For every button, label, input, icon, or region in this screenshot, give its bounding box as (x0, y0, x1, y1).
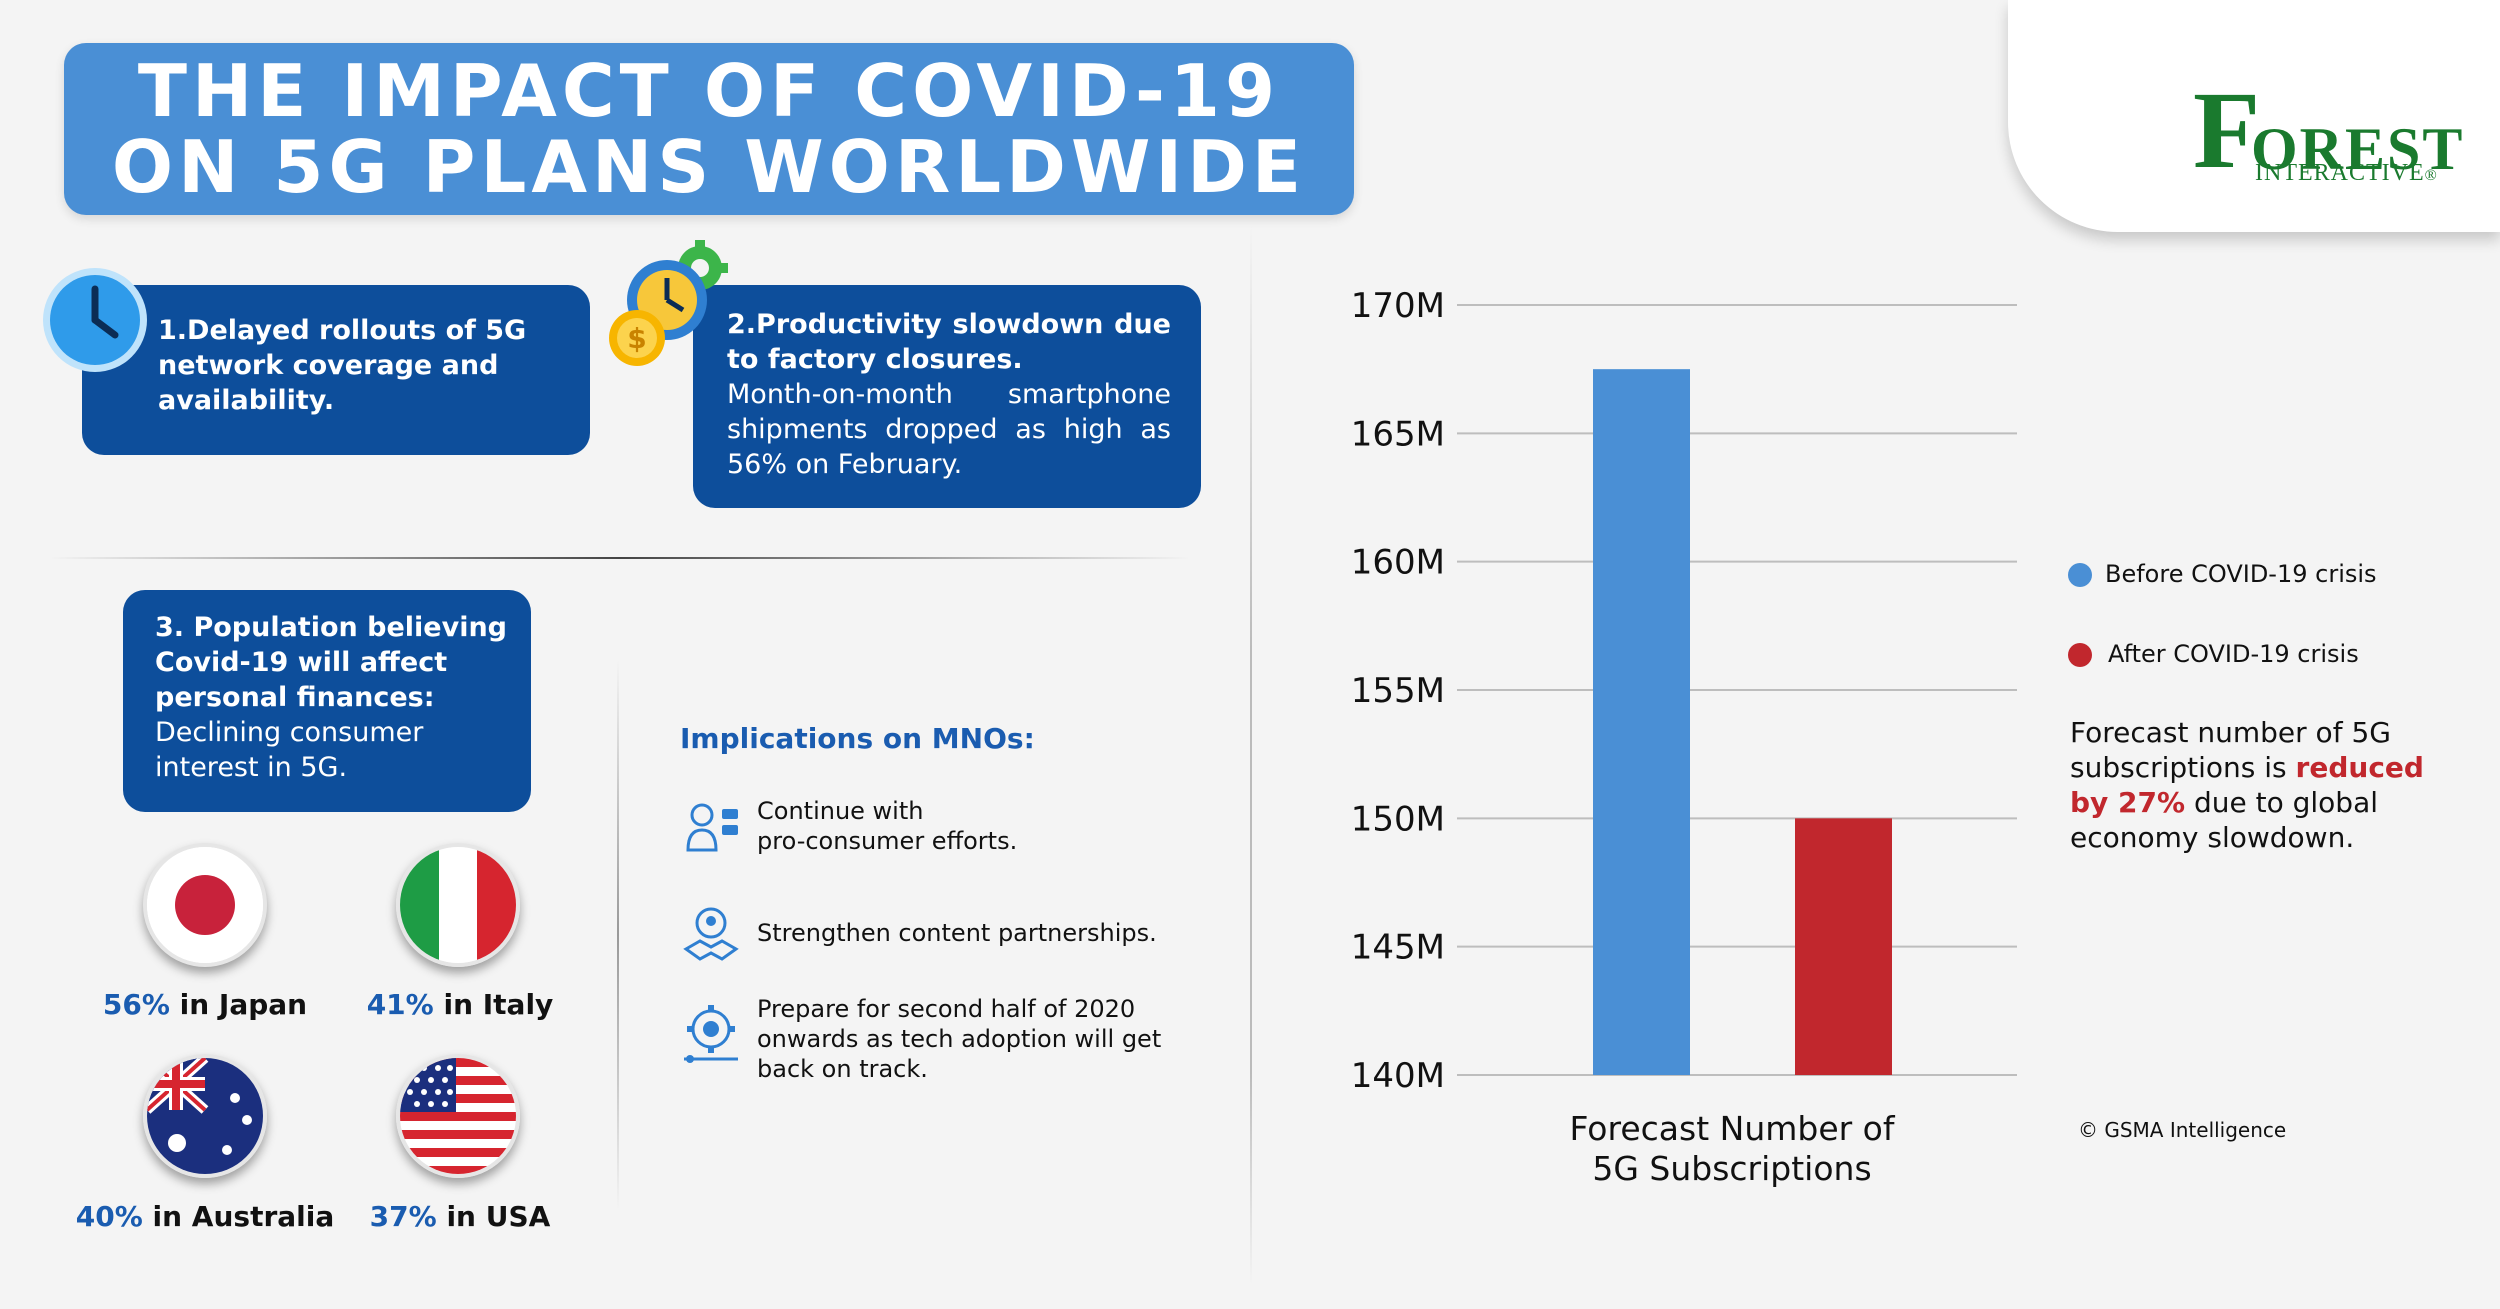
forecast-note: Forecast number of 5G subscriptions is r… (2070, 715, 2450, 855)
logo-rest: OREST (2251, 116, 2465, 182)
usa-flag-icon (396, 1054, 520, 1178)
stat-italy-pct: 41% (366, 988, 434, 1021)
mno-item-1-line2: pro-consumer efforts. (757, 827, 1018, 855)
card3-heading: 3. Population believing Covid-19 will af… (155, 612, 508, 713)
mno-item-1-line1: Continue with (757, 797, 924, 825)
bar-before (1593, 369, 1690, 1076)
forest-interactive-logo: F OREST (2193, 75, 2462, 185)
partnership-icon (683, 907, 739, 961)
y-tick-label-145: 145M (1351, 928, 1445, 968)
italy-flag-icon (396, 843, 520, 967)
y-tick-label-150: 150M (1351, 799, 1445, 839)
mno-title: Implications on MNOs: (680, 722, 1035, 755)
mno-item-2: Strengthen content partnerships. (757, 918, 1157, 948)
legend-before-dot (2068, 563, 2092, 587)
horizontal-divider (50, 557, 1190, 559)
logo-registered-mark: ® (2424, 167, 2438, 184)
y-tick-label-160: 160M (1351, 543, 1445, 583)
logo-card: F OREST INTERACTIVE® (2008, 0, 2500, 232)
stat-australia-pct: 40% (75, 1200, 143, 1233)
subscriptions-bar-chart: 140M 145M 150M 155M 160M 165M 170M Forecast Nu… (1351, 286, 2017, 1188)
title-banner: THE IMPACT OF COVID-19 ON 5G PLANS WORLD… (64, 43, 1354, 215)
mno-item-3-line3: back on track. (757, 1055, 928, 1083)
mno-item-3: Prepare for second half of 2020 onwards … (757, 994, 1161, 1084)
bar-after (1795, 818, 1892, 1075)
legend-after-label: After COVID-19 crisis (2108, 640, 2359, 668)
mno-item-1: Continue with pro-consumer efforts. (757, 796, 1017, 856)
source-credit: © GSMA Intelligence (2078, 1118, 2287, 1142)
chart-grid (1457, 304, 2017, 1076)
legend-after-dot (2068, 643, 2092, 667)
stat-australia: 40% in Australia (70, 1200, 340, 1233)
mno-item-3-line2: onwards as tech adoption will get (757, 1025, 1162, 1053)
card-productivity-slowdown: 2.Productivity slowdown due to factory c… (693, 285, 1201, 508)
stat-usa-label: in USA (436, 1200, 551, 1233)
legend-before-label: Before COVID-19 crisis (2105, 560, 2377, 588)
x-axis-label-line-2: 5G Subscriptions (1592, 1149, 1871, 1188)
card1-heading: 1.Delayed rollouts of 5G network coverag… (158, 315, 527, 416)
stat-usa-pct: 37% (369, 1200, 437, 1233)
tech-gear-icon (684, 1005, 738, 1063)
logo-initial: F (2193, 69, 2261, 191)
card-delayed-rollouts: 1.Delayed rollouts of 5G network coverag… (82, 285, 590, 455)
stat-japan-pct: 56% (102, 988, 170, 1021)
svg-text:$: $ (627, 322, 646, 355)
card2-heading: 2.Productivity slowdown due to factory c… (727, 309, 1171, 375)
stat-italy-label: in Italy (433, 988, 554, 1021)
australia-flag-icon (143, 1054, 267, 1178)
stat-italy: 41% in Italy (325, 988, 595, 1021)
note-part2: due to global economy slowdown. (2070, 786, 2379, 854)
stat-usa: 37% in USA (325, 1200, 595, 1233)
logo-sub-text: INTERACTIVE (2255, 160, 2425, 186)
note-part1: Forecast number of 5G subscriptions is (2070, 716, 2391, 784)
customer-support-icon (686, 803, 738, 852)
card-population-belief: 3. Population believing Covid-19 will af… (123, 590, 531, 812)
mno-item-2-line1: Strengthen content partnerships. (757, 919, 1157, 947)
stat-japan: 56% in Japan (70, 988, 340, 1021)
clock-icon (43, 268, 147, 372)
gears-coin-icon: $ (609, 240, 728, 366)
note-highlight: reduced by 27% (2070, 751, 2424, 819)
japan-flag-icon (143, 843, 267, 967)
card3-body: Declining consumer interest in 5G. (155, 717, 424, 783)
x-axis-label-line-1: Forecast Number of (1570, 1109, 1896, 1148)
y-tick-label-170: 170M (1351, 286, 1445, 326)
y-tick-label-140: 140M (1351, 1056, 1445, 1096)
stat-japan-label: in Japan (169, 988, 308, 1021)
card2-body: Month-on-month smartphone shipments drop… (727, 379, 1171, 480)
title-line-1: THE IMPACT OF COVID-19 (137, 49, 1281, 133)
mno-item-3-line1: Prepare for second half of 2020 (757, 995, 1136, 1023)
vertical-divider-left (617, 660, 619, 1210)
chart-y-ticks: 140M 145M 150M 155M 160M 165M 170M (1351, 286, 1445, 1096)
y-tick-label-155: 155M (1351, 671, 1445, 711)
logo-sub: INTERACTIVE® (2255, 160, 2438, 187)
stat-australia-label: in Australia (142, 1200, 335, 1233)
title-line-2: ON 5G PLANS WORLDWIDE (111, 125, 1307, 209)
vertical-divider-right (1250, 225, 1252, 1285)
chart-bars (1593, 369, 1892, 1076)
y-tick-label-165: 165M (1351, 414, 1445, 454)
